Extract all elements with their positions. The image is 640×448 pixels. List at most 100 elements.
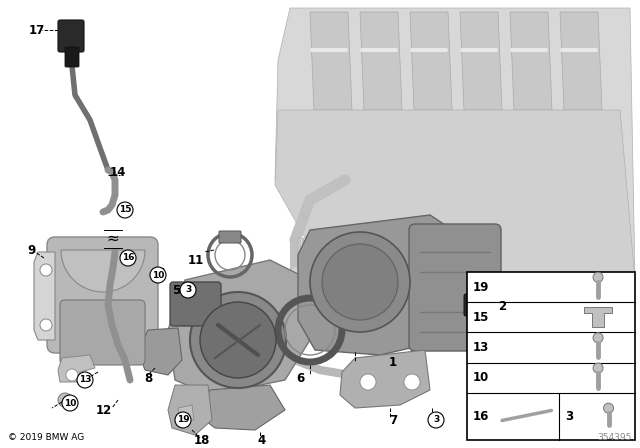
Text: 10: 10 bbox=[473, 371, 489, 384]
Bar bbox=[338, 238, 340, 262]
Circle shape bbox=[190, 292, 286, 388]
Text: 3: 3 bbox=[565, 410, 573, 423]
Text: 2: 2 bbox=[498, 301, 506, 314]
Text: 19: 19 bbox=[177, 415, 189, 425]
Text: ≈: ≈ bbox=[107, 231, 120, 246]
Polygon shape bbox=[168, 260, 310, 395]
Polygon shape bbox=[310, 12, 352, 110]
Text: 15: 15 bbox=[119, 206, 131, 215]
Circle shape bbox=[180, 282, 196, 298]
Bar bbox=[341, 238, 344, 262]
Circle shape bbox=[150, 267, 166, 283]
Text: 1: 1 bbox=[389, 356, 397, 369]
Polygon shape bbox=[410, 12, 452, 110]
Text: 10: 10 bbox=[152, 271, 164, 280]
Polygon shape bbox=[178, 405, 194, 422]
FancyBboxPatch shape bbox=[464, 294, 490, 316]
Bar bbox=[467, 272, 635, 440]
Text: 3: 3 bbox=[185, 285, 191, 294]
Bar bbox=[348, 238, 351, 262]
Text: 15: 15 bbox=[473, 311, 490, 324]
Bar bbox=[352, 238, 355, 262]
Bar bbox=[330, 238, 333, 262]
Bar bbox=[305, 238, 308, 262]
Bar bbox=[301, 238, 304, 262]
Circle shape bbox=[404, 374, 420, 390]
Circle shape bbox=[360, 374, 376, 390]
Circle shape bbox=[62, 395, 78, 411]
Polygon shape bbox=[460, 12, 502, 110]
FancyBboxPatch shape bbox=[219, 231, 241, 243]
Circle shape bbox=[593, 363, 603, 373]
Circle shape bbox=[66, 369, 78, 381]
Text: 7: 7 bbox=[389, 414, 397, 426]
Text: 3: 3 bbox=[433, 415, 439, 425]
Text: 8: 8 bbox=[144, 371, 152, 384]
Circle shape bbox=[593, 272, 603, 282]
Polygon shape bbox=[510, 12, 552, 110]
Circle shape bbox=[175, 412, 191, 428]
Text: 19: 19 bbox=[473, 280, 490, 293]
Text: 12: 12 bbox=[96, 404, 112, 417]
Text: 4: 4 bbox=[258, 434, 266, 447]
Bar bbox=[327, 238, 330, 262]
Bar bbox=[345, 238, 348, 262]
Text: 13: 13 bbox=[79, 375, 92, 384]
Polygon shape bbox=[275, 110, 635, 310]
Circle shape bbox=[310, 232, 410, 332]
Text: 14: 14 bbox=[110, 165, 126, 178]
Circle shape bbox=[428, 412, 444, 428]
Text: 6: 6 bbox=[296, 371, 304, 384]
Text: 9: 9 bbox=[28, 244, 36, 257]
Circle shape bbox=[120, 250, 136, 266]
Text: 13: 13 bbox=[473, 341, 489, 354]
Polygon shape bbox=[34, 252, 55, 340]
Bar bbox=[309, 238, 311, 262]
FancyBboxPatch shape bbox=[409, 224, 501, 351]
FancyBboxPatch shape bbox=[58, 20, 84, 52]
Polygon shape bbox=[198, 385, 285, 430]
Text: 11: 11 bbox=[188, 254, 204, 267]
FancyBboxPatch shape bbox=[65, 47, 79, 67]
Text: © 2019 BMW AG: © 2019 BMW AG bbox=[8, 433, 84, 442]
Circle shape bbox=[200, 302, 276, 378]
Circle shape bbox=[58, 393, 72, 407]
Text: 17: 17 bbox=[29, 23, 45, 36]
Bar bbox=[366, 238, 369, 262]
Circle shape bbox=[322, 244, 398, 320]
Text: 5: 5 bbox=[172, 284, 180, 297]
Bar bbox=[319, 238, 322, 262]
Text: 354395: 354395 bbox=[598, 433, 632, 442]
Bar bbox=[356, 238, 358, 262]
Wedge shape bbox=[61, 250, 145, 292]
Polygon shape bbox=[138, 328, 182, 375]
Circle shape bbox=[77, 372, 93, 388]
Circle shape bbox=[604, 403, 614, 413]
Bar bbox=[316, 238, 319, 262]
Polygon shape bbox=[340, 350, 430, 408]
Bar bbox=[323, 238, 326, 262]
Polygon shape bbox=[298, 215, 465, 355]
Polygon shape bbox=[58, 355, 95, 382]
Bar bbox=[363, 238, 365, 262]
Polygon shape bbox=[168, 385, 212, 435]
Bar bbox=[312, 238, 315, 262]
Bar bbox=[298, 238, 301, 262]
Circle shape bbox=[593, 333, 603, 343]
Bar bbox=[359, 238, 362, 262]
Circle shape bbox=[40, 264, 52, 276]
FancyBboxPatch shape bbox=[60, 300, 145, 365]
Circle shape bbox=[117, 202, 133, 218]
Circle shape bbox=[40, 319, 52, 331]
Polygon shape bbox=[275, 8, 635, 320]
Polygon shape bbox=[584, 307, 612, 327]
Polygon shape bbox=[360, 12, 402, 110]
Text: 10: 10 bbox=[64, 399, 76, 408]
Text: 16: 16 bbox=[122, 254, 134, 263]
Text: 16: 16 bbox=[473, 410, 490, 423]
Bar bbox=[334, 238, 337, 262]
Text: 18: 18 bbox=[194, 434, 210, 447]
FancyBboxPatch shape bbox=[170, 282, 221, 326]
FancyBboxPatch shape bbox=[47, 237, 158, 353]
Polygon shape bbox=[560, 12, 602, 110]
